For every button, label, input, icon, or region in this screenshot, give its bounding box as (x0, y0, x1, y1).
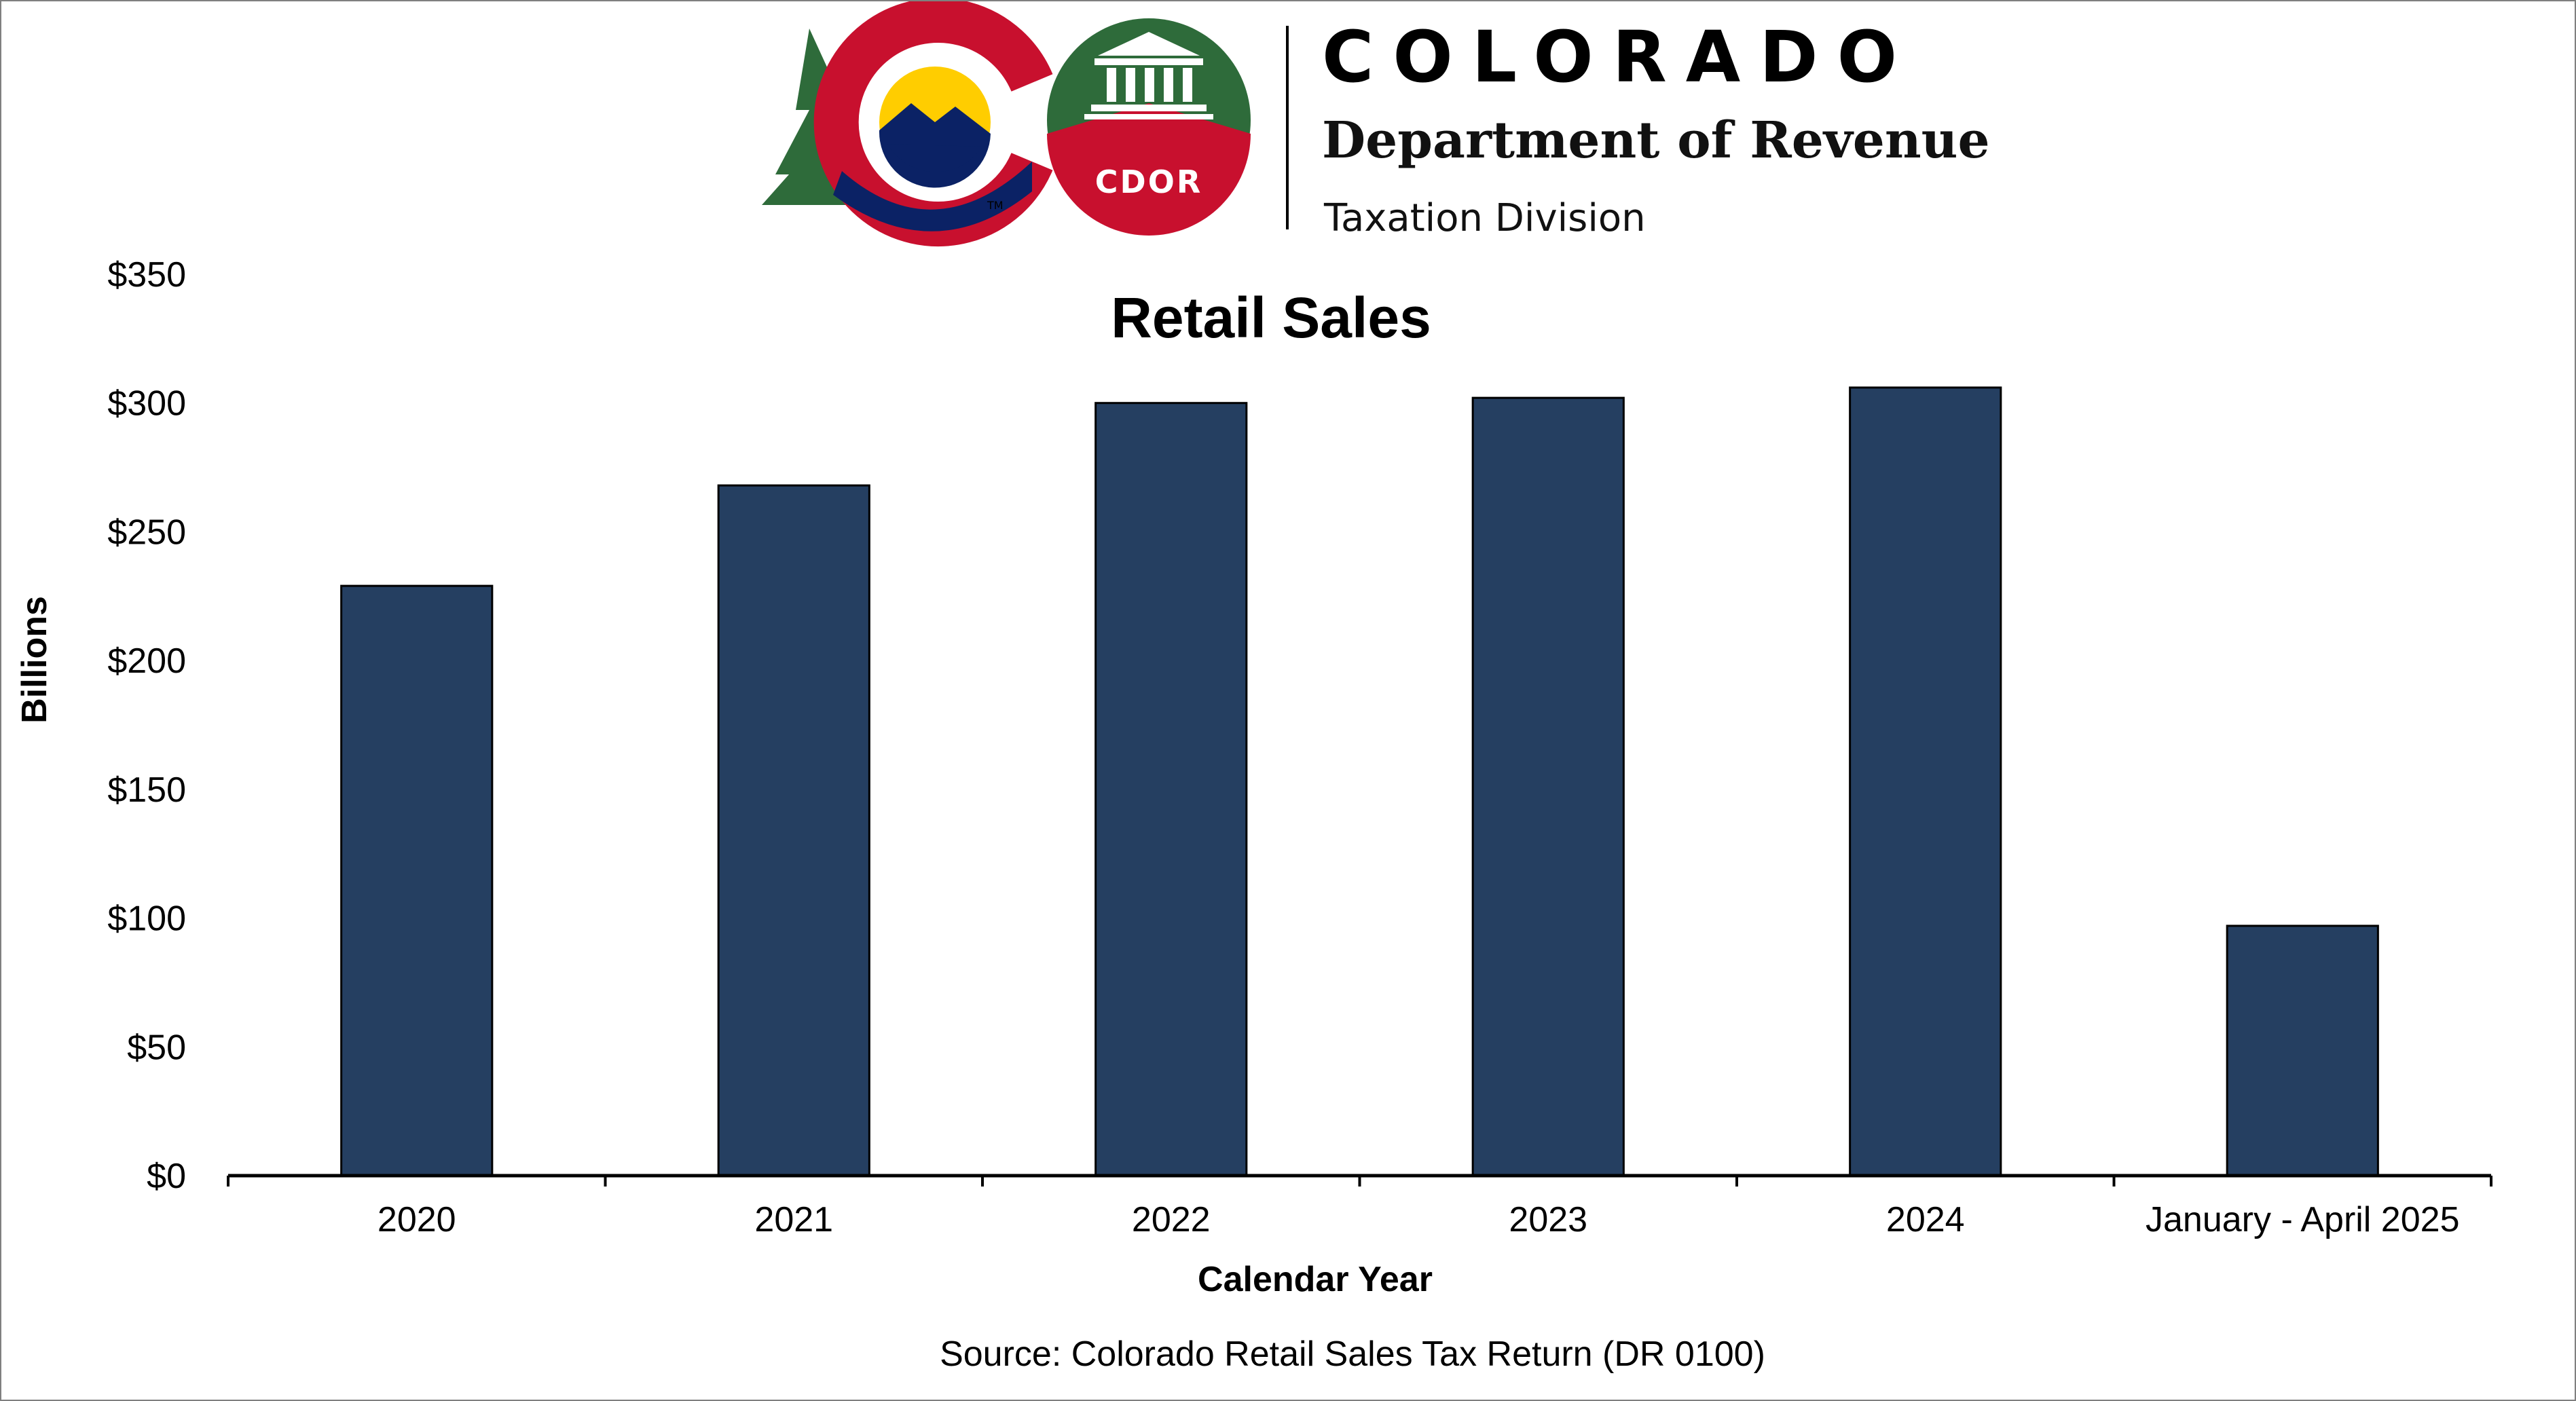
header-divider (1286, 26, 1289, 229)
x-tick-label: 2021 (754, 1200, 833, 1239)
x-axis-title: Calendar Year (1198, 1260, 1433, 1299)
bar (1849, 386, 2002, 1177)
header: TM CDOR COL (762, 1, 1990, 246)
cdor-badge: CDOR (1047, 18, 1251, 236)
building-icon (1084, 32, 1213, 119)
y-axis-title: Billions (15, 596, 54, 724)
division-name: Taxation Division (1323, 196, 1646, 240)
bar (2226, 924, 2379, 1177)
bars (340, 386, 2379, 1177)
y-tick-label: $0 (147, 1157, 186, 1196)
bar (717, 484, 870, 1177)
bar (1094, 402, 1248, 1177)
bar (1471, 396, 1625, 1177)
y-tick-label: $50 (127, 1028, 186, 1067)
y-tick-label: $250 (107, 512, 186, 552)
x-tick-label: 2024 (1886, 1200, 1965, 1239)
x-axis-ticks: 2020 2021 2022 2023 2024 January - April 2025 (227, 1176, 2492, 1239)
cdor-badge-text: CDOR (1095, 164, 1202, 200)
x-tick-label: 2020 (378, 1200, 456, 1239)
y-tick-label: $200 (107, 641, 186, 681)
y-tick-label: $300 (107, 384, 186, 424)
chart-title: Retail Sales (1111, 286, 1431, 350)
trademark-mark: TM (987, 199, 1004, 212)
source-note: Source: Colorado Retail Sales Tax Return… (940, 1334, 1765, 1374)
y-tick-label: $350 (107, 255, 186, 295)
colorado-state-logo: TM (762, 1, 1053, 246)
y-tick-label: $100 (107, 899, 186, 939)
department-name: Department of Revenue (1322, 111, 1990, 170)
org-name: COLORADO (1322, 16, 1916, 98)
x-tick-label: January - April 2025 (2146, 1200, 2460, 1239)
bar (340, 584, 494, 1177)
y-tick-label: $150 (107, 770, 186, 810)
y-axis-ticks: $0 $50 $100 $150 $200 $250 $300 $350 (107, 255, 186, 1196)
x-tick-label: 2022 (1132, 1200, 1211, 1239)
x-tick-label: 2023 (1509, 1200, 1587, 1239)
